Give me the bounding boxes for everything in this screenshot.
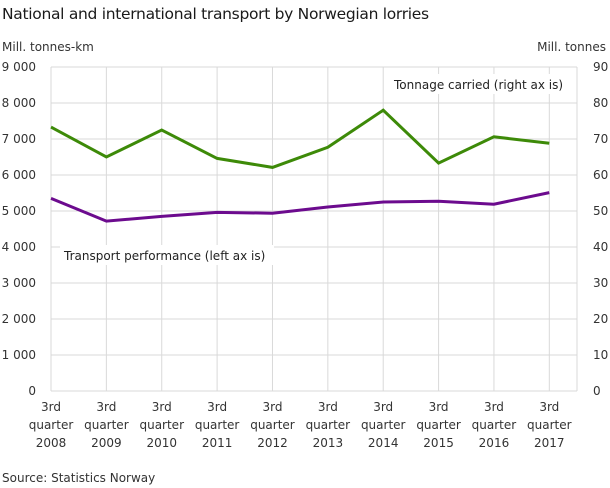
left-axis-tick-label: 8 000: [2, 96, 36, 110]
left-axis-unit-label: Mill. tonnes-km: [2, 40, 94, 54]
x-axis-category-label: 3rd: [373, 400, 393, 414]
x-axis-category-label: quarter: [306, 418, 351, 432]
x-axis-category-label: 3rd: [484, 400, 504, 414]
x-axis-category-label: 2012: [257, 436, 288, 450]
x-axis-category-label: 2010: [146, 436, 177, 450]
transport-performance-annotation: Transport performance (left ax is): [60, 245, 274, 265]
right-axis-tick-label: 60: [593, 168, 608, 182]
x-axis-category-label: 2014: [368, 436, 399, 450]
right-axis-tick-label: 50: [593, 204, 608, 218]
x-axis-category-label: 3rd: [41, 400, 61, 414]
x-axis-category-label: 2016: [479, 436, 510, 450]
right-axis-tick-label: 0: [593, 384, 601, 398]
right-y-axis-ticks: 0 10 20 30 40 50 60 70 80 90: [593, 60, 608, 398]
x-axis-category-label: 3rd: [96, 400, 116, 414]
left-axis-tick-label: 7 000: [2, 132, 36, 146]
x-axis-category-label: quarter: [250, 418, 295, 432]
x-axis-category-labels: 3rd quarter 2008 3rd quarter 2009 3rd quarter 20…: [29, 400, 572, 450]
x-axis-category-label: 2008: [36, 436, 67, 450]
x-axis-category-label: 2017: [534, 436, 565, 450]
right-axis-tick-label: 80: [593, 96, 608, 110]
left-axis-tick-label: 9 000: [2, 60, 36, 74]
right-axis-tick-label: 10: [593, 348, 608, 362]
x-axis-category-label: 3rd: [318, 400, 338, 414]
x-axis-category-label: 2011: [202, 436, 233, 450]
x-axis-category-label: quarter: [84, 418, 129, 432]
x-axis-category-label: quarter: [361, 418, 406, 432]
chart-title: National and international transport by …: [2, 5, 429, 23]
left-axis-tick-label: 0: [28, 384, 36, 398]
tonnage-annotation-text: Tonnage carried (right ax is): [393, 78, 563, 92]
right-axis-tick-label: 70: [593, 132, 608, 146]
x-axis-category-label: quarter: [139, 418, 184, 432]
left-axis-tick-label: 2 000: [2, 312, 36, 326]
left-axis-tick-label: 4 000: [2, 240, 36, 254]
x-axis-category-label: 3rd: [152, 400, 172, 414]
x-axis-category-label: quarter: [195, 418, 240, 432]
right-axis-tick-label: 90: [593, 60, 608, 74]
left-axis-tick-label: 5 000: [2, 204, 36, 218]
left-axis-tick-label: 3 000: [2, 276, 36, 290]
x-axis-category-label: quarter: [416, 418, 461, 432]
tonnage-carried-annotation: Tonnage carried (right ax is): [390, 74, 575, 94]
gridlines: [50, 66, 578, 392]
left-y-axis-ticks: 0 1 000 2 000 3 000 4 000 5 000 6 000 7 000 8 00…: [2, 60, 36, 398]
right-axis-unit-label: Mill. tonnes: [537, 40, 606, 54]
source-note: Source: Statistics Norway: [2, 471, 156, 485]
series-lines: [50, 108, 550, 223]
right-axis-tick-label: 30: [593, 276, 608, 290]
x-axis-category-label: quarter: [29, 418, 74, 432]
transport-performance-line: [50, 191, 550, 223]
left-axis-tick-label: 6 000: [2, 168, 36, 182]
x-axis-category-label: 2009: [91, 436, 122, 450]
x-axis-category-label: 3rd: [207, 400, 227, 414]
x-axis-category-label: 2015: [423, 436, 454, 450]
x-axis-category-label: quarter: [472, 418, 517, 432]
x-axis-category-label: 3rd: [262, 400, 282, 414]
tonnage-carried-line: [50, 108, 550, 169]
x-axis-category-label: 3rd: [539, 400, 559, 414]
x-axis-category-label: quarter: [527, 418, 572, 432]
x-axis-category-label: 3rd: [429, 400, 449, 414]
right-axis-tick-label: 40: [593, 240, 608, 254]
left-axis-tick-label: 1 000: [2, 348, 36, 362]
transport-annotation-text: Transport performance (left ax is): [63, 249, 265, 263]
right-axis-tick-label: 20: [593, 312, 608, 326]
x-axis-category-label: 2013: [313, 436, 344, 450]
